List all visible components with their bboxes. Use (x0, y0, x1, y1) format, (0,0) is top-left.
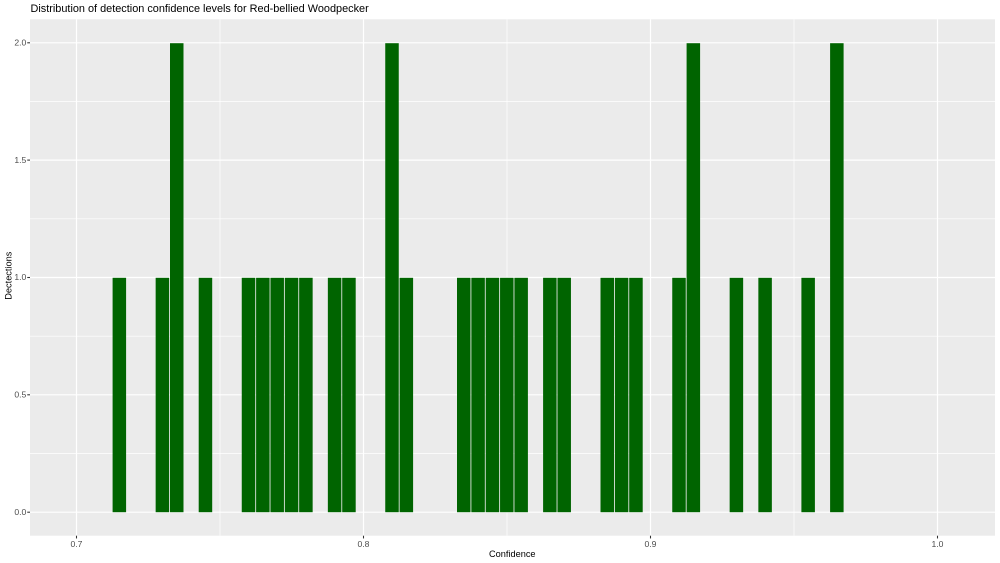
svg-text:1.0: 1.0 (932, 539, 944, 549)
svg-text:Confidence: Confidence (489, 549, 535, 559)
svg-text:1.0: 1.0 (14, 272, 26, 282)
svg-text:Dectections: Dectections (3, 251, 13, 299)
svg-text:0.0: 0.0 (14, 507, 26, 517)
svg-text:0.5: 0.5 (14, 390, 26, 400)
svg-text:0.9: 0.9 (645, 539, 657, 549)
svg-text:0.7: 0.7 (71, 539, 83, 549)
svg-text:1.5: 1.5 (14, 155, 26, 165)
svg-text:Distribution of detection conf: Distribution of detection confidence lev… (31, 3, 370, 15)
svg-text:2.0: 2.0 (14, 38, 26, 48)
svg-text:0.8: 0.8 (358, 539, 370, 549)
